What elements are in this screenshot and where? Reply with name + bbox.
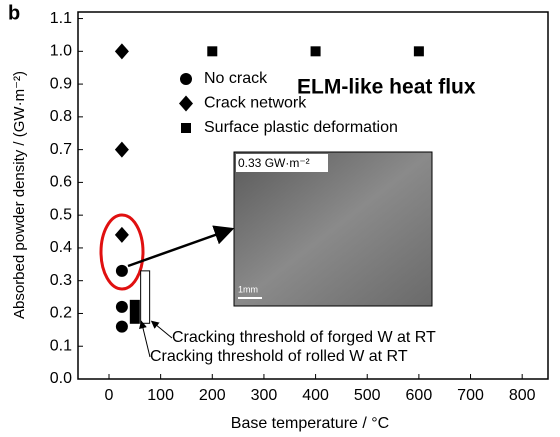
legend-label: Surface plastic deformation [204,119,398,136]
point [114,43,129,60]
point [310,46,321,57]
chart-title: ELM-like heat flux [297,76,476,99]
inset: 0.33 GW·m⁻² 1mm [233,151,433,307]
x-tick-label: 800 [509,387,536,404]
legend-label: Crack network [204,95,307,112]
threshold-bar [140,270,151,324]
x-axis-label: Base temperature / °C [231,415,389,432]
y-tick-label: 0.8 [50,108,72,125]
inset-label-bg [236,154,328,172]
y-tick-label: 0.9 [50,75,72,92]
point [114,141,129,158]
plot-frame [77,11,549,380]
inset-label: 0.33 GW·m⁻² [238,156,310,170]
point [413,46,424,57]
x-tick-label: 200 [199,387,226,404]
point [114,226,129,243]
y-tick-label: 0.1 [50,337,72,354]
y-tick-label: 0.7 [50,141,72,158]
panel-label: b [8,2,20,24]
legend-marker [181,123,191,133]
x-tick-label: 300 [251,387,278,404]
y-tick-label: 0.0 [50,370,72,387]
x-tick-label: 500 [354,387,381,404]
x-tick-label: 100 [147,387,174,404]
inset-image [233,151,433,307]
y-axis-label: Absorbed powder density / (GW·m⁻²) [11,71,28,319]
annotation-leader [139,320,151,358]
y-tick-label: 0.3 [50,272,72,289]
legend-label: No crack [204,70,268,87]
point [115,320,128,333]
legend-marker [179,95,193,112]
y-tick-label: 1.1 [50,10,72,27]
annotation-leader [150,320,173,339]
y-tick-label: 0.5 [50,206,72,223]
x-tick-label: 700 [457,387,484,404]
y-tick-label: 0.2 [50,305,72,322]
x-tick-label: 0 [105,387,114,404]
y-tick-label: 0.4 [50,239,72,256]
y-tick-label: 0.6 [50,174,72,191]
inset-arrow [127,225,235,268]
scale-bar-label: 1mm [238,284,258,294]
threshold-bar [129,299,140,324]
x-tick-label: 600 [406,387,433,404]
point [115,300,128,313]
point [207,46,218,57]
point [115,264,128,277]
annotation: Cracking threshold of rolled W at RT [150,348,408,365]
annotation: Cracking threshold of forged W at RT [172,329,436,346]
highlight-ellipse [99,213,145,291]
legend-marker [180,73,192,85]
y-tick-label: 1.0 [50,43,72,60]
x-tick-label: 400 [302,387,329,404]
